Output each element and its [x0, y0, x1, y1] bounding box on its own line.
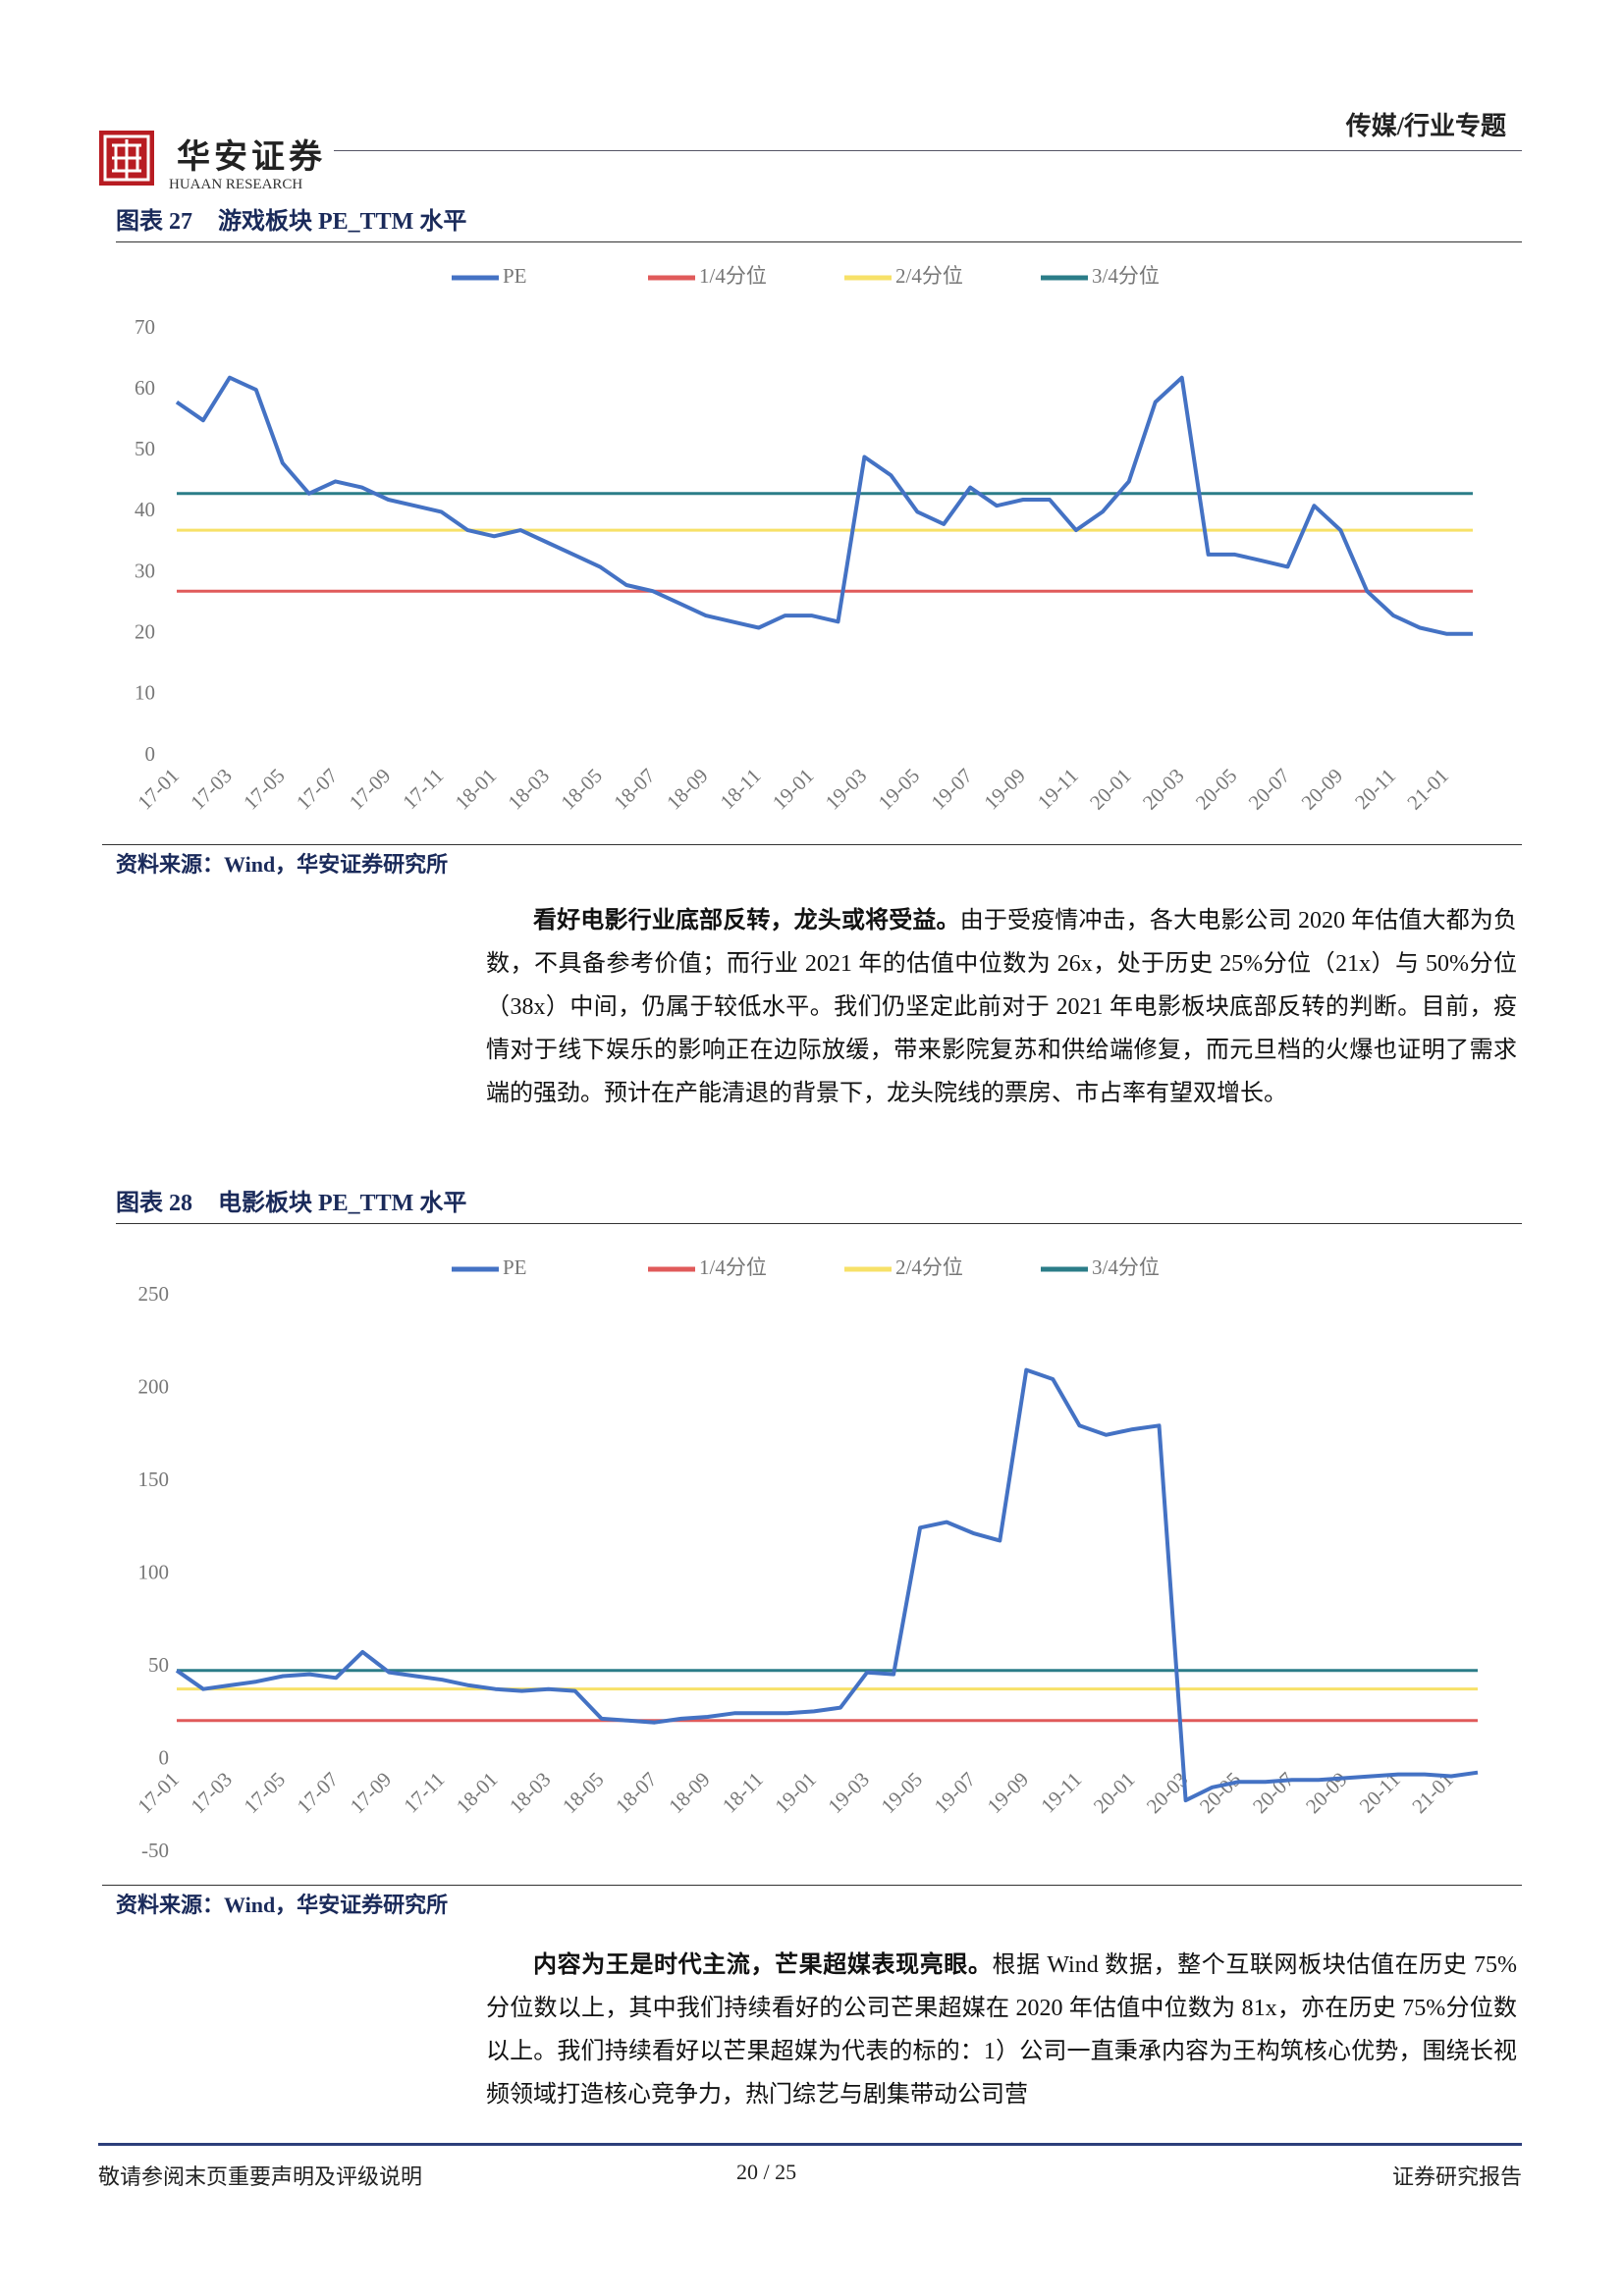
x-tick-label: 18-03	[503, 764, 554, 815]
legend-label: PE	[503, 264, 527, 288]
y-tick-label: 70	[135, 315, 155, 339]
x-tick-label: 18-11	[716, 764, 766, 814]
brand-en: HUAAN RESEARCH	[169, 177, 303, 192]
x-tick-label: 19-01	[768, 764, 819, 815]
x-tick-label: 19-09	[979, 764, 1030, 815]
x-tick-label: 18-05	[556, 764, 607, 815]
x-tick-label: 20-01	[1085, 764, 1136, 815]
legend-label: 3/4分位	[1092, 1255, 1160, 1279]
section-title: 传媒/行业专题	[1345, 112, 1506, 140]
legend-label: 3/4分位	[1092, 264, 1160, 288]
header-rule	[334, 150, 1522, 151]
x-tick-label: 17-01	[133, 1767, 184, 1818]
y-tick-label: 200	[138, 1374, 170, 1398]
x-tick-label: 18-09	[662, 764, 713, 815]
legend-label: 2/4分位	[895, 264, 963, 288]
x-tick-label: 19-03	[821, 764, 872, 815]
x-tick-label: 19-11	[1033, 764, 1083, 814]
x-tick-label: 19-03	[823, 1767, 874, 1818]
y-tick-label: 10	[135, 681, 155, 705]
text: 根据 Wind 数据，整个互联网板块估值在历史 75%分位数以上，其中我们持续看…	[486, 1952, 1517, 2108]
x-tick-label: 20-01	[1089, 1767, 1140, 1818]
chart-frame	[102, 1885, 1522, 1886]
y-tick-label: 0	[145, 742, 156, 766]
legend-label: PE	[503, 1255, 527, 1279]
y-tick-label: 100	[138, 1560, 170, 1583]
x-tick-label: 18-07	[611, 1767, 662, 1818]
x-tick-label: 19-07	[930, 1767, 981, 1818]
x-tick-label: 17-07	[292, 764, 343, 815]
page-number: 20 / 25	[736, 2160, 797, 2184]
paragraph: 内容为王是时代主流，芒果超媒表现亮眼。根据 Wind 数据，整个互联网板块估值在…	[486, 1944, 1517, 2116]
chart-title: 游戏板块 PE_TTM 水平	[218, 209, 467, 235]
x-tick-label: 18-03	[505, 1767, 556, 1818]
x-tick-label: 18-09	[664, 1767, 715, 1818]
x-tick-label: 17-07	[293, 1767, 344, 1818]
source: 资料来源：Wind，华安证券研究所	[116, 1893, 449, 1917]
y-tick-label: 50	[148, 1653, 169, 1677]
x-tick-label: 18-07	[609, 764, 660, 815]
disclaimer: 敬请参阅末页重要声明及评级说明	[98, 2164, 423, 2189]
footer-rule	[98, 2143, 1522, 2146]
y-tick-label: 60	[135, 376, 155, 400]
doc-type: 证券研究报告	[1391, 2164, 1522, 2189]
x-tick-label: 18-01	[452, 1767, 503, 1818]
logo	[99, 131, 154, 186]
x-tick-label: 20-09	[1297, 764, 1348, 815]
x-tick-label: 17-11	[399, 1767, 449, 1817]
chart-title: 电影板块 PE_TTM 水平	[218, 1191, 467, 1216]
y-tick-label: 150	[138, 1468, 170, 1491]
pe-line	[175, 1367, 1479, 1803]
lead: 内容为王是时代主流，芒果超媒表现亮眼。	[533, 1952, 993, 1978]
x-tick-label: 17-09	[345, 764, 396, 815]
x-tick-label: 17-03	[186, 764, 237, 815]
text: 由于受疫情冲击，各大电影公司 2020 年估值大都为负数，不具备参考价值；而行业…	[486, 908, 1518, 1106]
y-tick-label: 250	[138, 1282, 170, 1306]
x-tick-label: 20-03	[1138, 764, 1189, 815]
y-tick-label: 30	[135, 559, 155, 582]
x-tick-label: 20-05	[1191, 764, 1242, 815]
x-tick-label: 17-03	[186, 1767, 237, 1818]
y-tick-label: 50	[135, 437, 155, 460]
y-tick-label: 40	[135, 498, 155, 521]
y-tick-label: -50	[141, 1839, 169, 1862]
x-tick-label: 17-05	[239, 1767, 290, 1818]
legend-label: 1/4分位	[699, 1255, 767, 1279]
x-tick-label: 21-01	[1402, 764, 1453, 815]
x-tick-label: 17-01	[133, 764, 184, 815]
y-tick-label: 20	[135, 620, 155, 644]
x-tick-label: 17-11	[398, 764, 448, 814]
x-tick-label: 18-05	[558, 1767, 609, 1818]
x-tick-label: 19-11	[1036, 1767, 1086, 1817]
x-tick-label: 20-09	[1301, 1767, 1352, 1818]
source: 资料来源：Wind，华安证券研究所	[116, 852, 449, 877]
x-tick-label: 17-09	[346, 1767, 397, 1818]
x-tick-label: 18-11	[718, 1767, 768, 1817]
x-tick-label: 20-07	[1244, 764, 1295, 815]
pe-line	[175, 375, 1473, 636]
x-tick-label: 19-05	[874, 764, 925, 815]
chart-heading: 图表 28 电影板块 PE_TTM 水平	[116, 1183, 1522, 1224]
x-tick-label: 17-05	[239, 764, 290, 815]
x-tick-label: 19-05	[876, 1767, 927, 1818]
x-tick-label: 19-09	[983, 1767, 1034, 1818]
chart-label: 图表 28	[116, 1191, 192, 1216]
chart-label: 图表 27	[116, 209, 192, 235]
legend-label: 2/4分位	[895, 1255, 963, 1279]
x-tick-label: 19-01	[770, 1767, 821, 1818]
x-tick-label: 20-11	[1350, 764, 1400, 814]
lead: 看好电影行业底部反转，龙头或将受益。	[533, 908, 960, 934]
y-tick-label: 0	[159, 1745, 170, 1769]
chart-frame	[102, 844, 1522, 845]
x-tick-label: 20-07	[1248, 1767, 1299, 1818]
legend-label: 1/4分位	[699, 264, 767, 288]
brand: 华安证券	[177, 139, 326, 176]
paragraph: 看好电影行业底部反转，龙头或将受益。由于受疫情冲击，各大电影公司 2020 年估…	[486, 899, 1517, 1115]
x-tick-label: 19-07	[926, 764, 977, 815]
x-tick-label: 18-01	[451, 764, 502, 815]
chart-heading: 图表 27 游戏板块 PE_TTM 水平	[116, 201, 1522, 242]
